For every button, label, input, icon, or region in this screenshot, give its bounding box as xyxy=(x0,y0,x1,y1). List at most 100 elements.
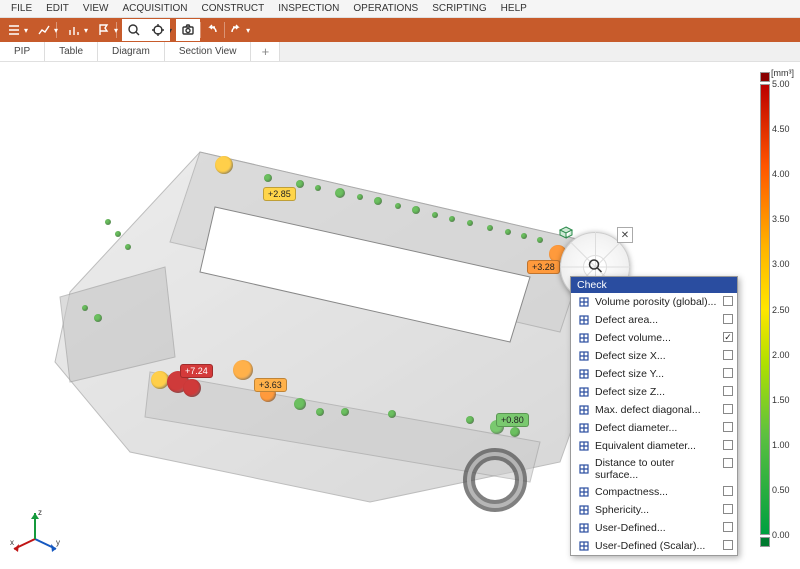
defect-callout[interactable]: +2.85 xyxy=(263,187,296,201)
wheel-cube-icon[interactable] xyxy=(557,225,575,241)
scale-tick-label: 2.50 xyxy=(772,305,794,315)
context-menu-checkbox[interactable] xyxy=(723,486,733,496)
context-menu-item[interactable]: User-Defined (Scalar)... xyxy=(571,537,737,555)
context-menu-item[interactable]: Distance to outer surface... xyxy=(571,455,737,483)
defect-blob[interactable] xyxy=(115,231,121,237)
chart-line-icon[interactable] xyxy=(32,19,56,41)
context-menu-label: Defect size Z... xyxy=(595,386,733,398)
context-menu-checkbox[interactable] xyxy=(723,404,733,414)
context-menu-checkbox[interactable] xyxy=(723,504,733,514)
context-menu-item[interactable]: Defect size Y... xyxy=(571,365,737,383)
menu-construct[interactable]: CONSTRUCT xyxy=(194,3,271,14)
measure-icon xyxy=(575,485,593,499)
defect-blob[interactable] xyxy=(335,188,345,198)
viewport-3d[interactable]: +2.85+3.28+7.24+3.63+0.80 ✕ Check Volume… xyxy=(0,62,800,569)
defect-blob[interactable] xyxy=(357,194,363,200)
defect-blob[interactable] xyxy=(316,408,324,416)
context-menu-label: User-Defined (Scalar)... xyxy=(595,540,733,552)
defect-blob[interactable] xyxy=(341,408,349,416)
menu-operations[interactable]: OPERATIONS xyxy=(346,3,425,14)
context-menu-item[interactable]: Max. defect diagonal... xyxy=(571,401,737,419)
scale-tick-label: 4.00 xyxy=(772,169,794,179)
menu-edit[interactable]: EDIT xyxy=(39,3,76,14)
defect-blob[interactable] xyxy=(521,233,527,239)
tab-table[interactable]: Table xyxy=(45,42,98,61)
menu-help[interactable]: HELP xyxy=(494,3,534,14)
menu-acquisition[interactable]: ACQUISITION xyxy=(115,3,194,14)
context-menu-item[interactable]: Defect diameter... xyxy=(571,419,737,437)
defect-callout[interactable]: +0.80 xyxy=(496,413,529,427)
defect-blob[interactable] xyxy=(294,398,306,410)
context-menu-checkbox[interactable] xyxy=(723,368,733,378)
menu-file[interactable]: FILE xyxy=(4,3,39,14)
tab-bar: PIP Table Diagram Section View + xyxy=(0,42,800,62)
defect-blob[interactable] xyxy=(487,225,493,231)
defect-blob[interactable] xyxy=(296,180,304,188)
defect-blob[interactable] xyxy=(374,197,382,205)
defect-blob[interactable] xyxy=(105,219,111,225)
defect-blob[interactable] xyxy=(395,203,401,209)
defect-blob[interactable] xyxy=(183,379,201,397)
context-menu-item[interactable]: Equivalent diameter... xyxy=(571,437,737,455)
tab-section-view[interactable]: Section View xyxy=(165,42,252,61)
defect-blob[interactable] xyxy=(82,305,88,311)
context-menu-checkbox[interactable] xyxy=(723,314,733,324)
context-menu-item[interactable]: Defect size Z... xyxy=(571,383,737,401)
defect-blob[interactable] xyxy=(449,216,455,222)
crosshair-icon[interactable] xyxy=(146,19,170,41)
defect-callout[interactable]: +7.24 xyxy=(180,364,213,378)
chart-bar-icon[interactable] xyxy=(62,19,86,41)
context-menu-checkbox[interactable] xyxy=(723,522,733,532)
undo-icon[interactable] xyxy=(200,19,224,41)
context-menu-item[interactable]: Compactness... xyxy=(571,483,737,501)
wheel-search-icon[interactable] xyxy=(587,258,603,277)
context-menu-item[interactable]: Defect size X... xyxy=(571,347,737,365)
svg-text:y: y xyxy=(56,538,60,547)
defect-blob[interactable] xyxy=(264,174,272,182)
context-menu-item[interactable]: Volume porosity (global)... xyxy=(571,293,737,311)
context-menu-checkbox[interactable] xyxy=(723,296,733,306)
context-menu-item[interactable]: Defect volume...✓ xyxy=(571,329,737,347)
defect-blob[interactable] xyxy=(510,427,520,437)
flag-icon[interactable] xyxy=(92,19,116,41)
defect-blob[interactable] xyxy=(125,244,131,250)
context-menu-checkbox[interactable] xyxy=(723,540,733,550)
defect-blob[interactable] xyxy=(537,237,543,243)
defect-blob[interactable] xyxy=(466,416,474,424)
defect-blob[interactable] xyxy=(467,220,473,226)
context-menu-checkbox[interactable] xyxy=(723,440,733,450)
context-menu-checkbox[interactable] xyxy=(723,350,733,360)
context-menu-item[interactable]: Sphericity... xyxy=(571,501,737,519)
defect-blob[interactable] xyxy=(215,156,233,174)
camera-icon[interactable] xyxy=(176,19,200,41)
defect-blob[interactable] xyxy=(233,360,253,380)
wheel-close-button[interactable]: ✕ xyxy=(617,227,633,243)
menu-view[interactable]: VIEW xyxy=(76,3,116,14)
context-menu-checkbox[interactable] xyxy=(723,386,733,396)
search-icon[interactable] xyxy=(122,19,146,41)
defect-callout[interactable]: +3.28 xyxy=(527,260,560,274)
context-menu-checkbox[interactable] xyxy=(723,422,733,432)
defect-blob[interactable] xyxy=(388,410,396,418)
defect-blob[interactable] xyxy=(432,212,438,218)
context-menu-checkbox[interactable] xyxy=(723,458,733,468)
context-menu-label: Defect diameter... xyxy=(595,422,733,434)
context-menu-checkbox[interactable]: ✓ xyxy=(723,332,733,342)
defect-blob[interactable] xyxy=(505,229,511,235)
context-menu-item[interactable]: User-Defined... xyxy=(571,519,737,537)
redo-icon[interactable] xyxy=(224,19,248,41)
measure-icon xyxy=(575,421,593,435)
tab-pip[interactable]: PIP xyxy=(0,42,45,61)
measure-icon xyxy=(575,313,593,327)
context-menu-item[interactable]: Defect area... xyxy=(571,311,737,329)
defect-blob[interactable] xyxy=(412,206,420,214)
defect-blob[interactable] xyxy=(315,185,321,191)
menu-inspection[interactable]: INSPECTION xyxy=(271,3,346,14)
defect-blob[interactable] xyxy=(94,314,102,322)
context-menu-label: Defect size X... xyxy=(595,350,733,362)
tab-add[interactable]: + xyxy=(251,42,280,61)
defect-callout[interactable]: +3.63 xyxy=(254,378,287,392)
tab-diagram[interactable]: Diagram xyxy=(98,42,165,61)
menu-scripting[interactable]: SCRIPTING xyxy=(425,3,493,14)
hamburger-icon[interactable] xyxy=(2,19,26,41)
